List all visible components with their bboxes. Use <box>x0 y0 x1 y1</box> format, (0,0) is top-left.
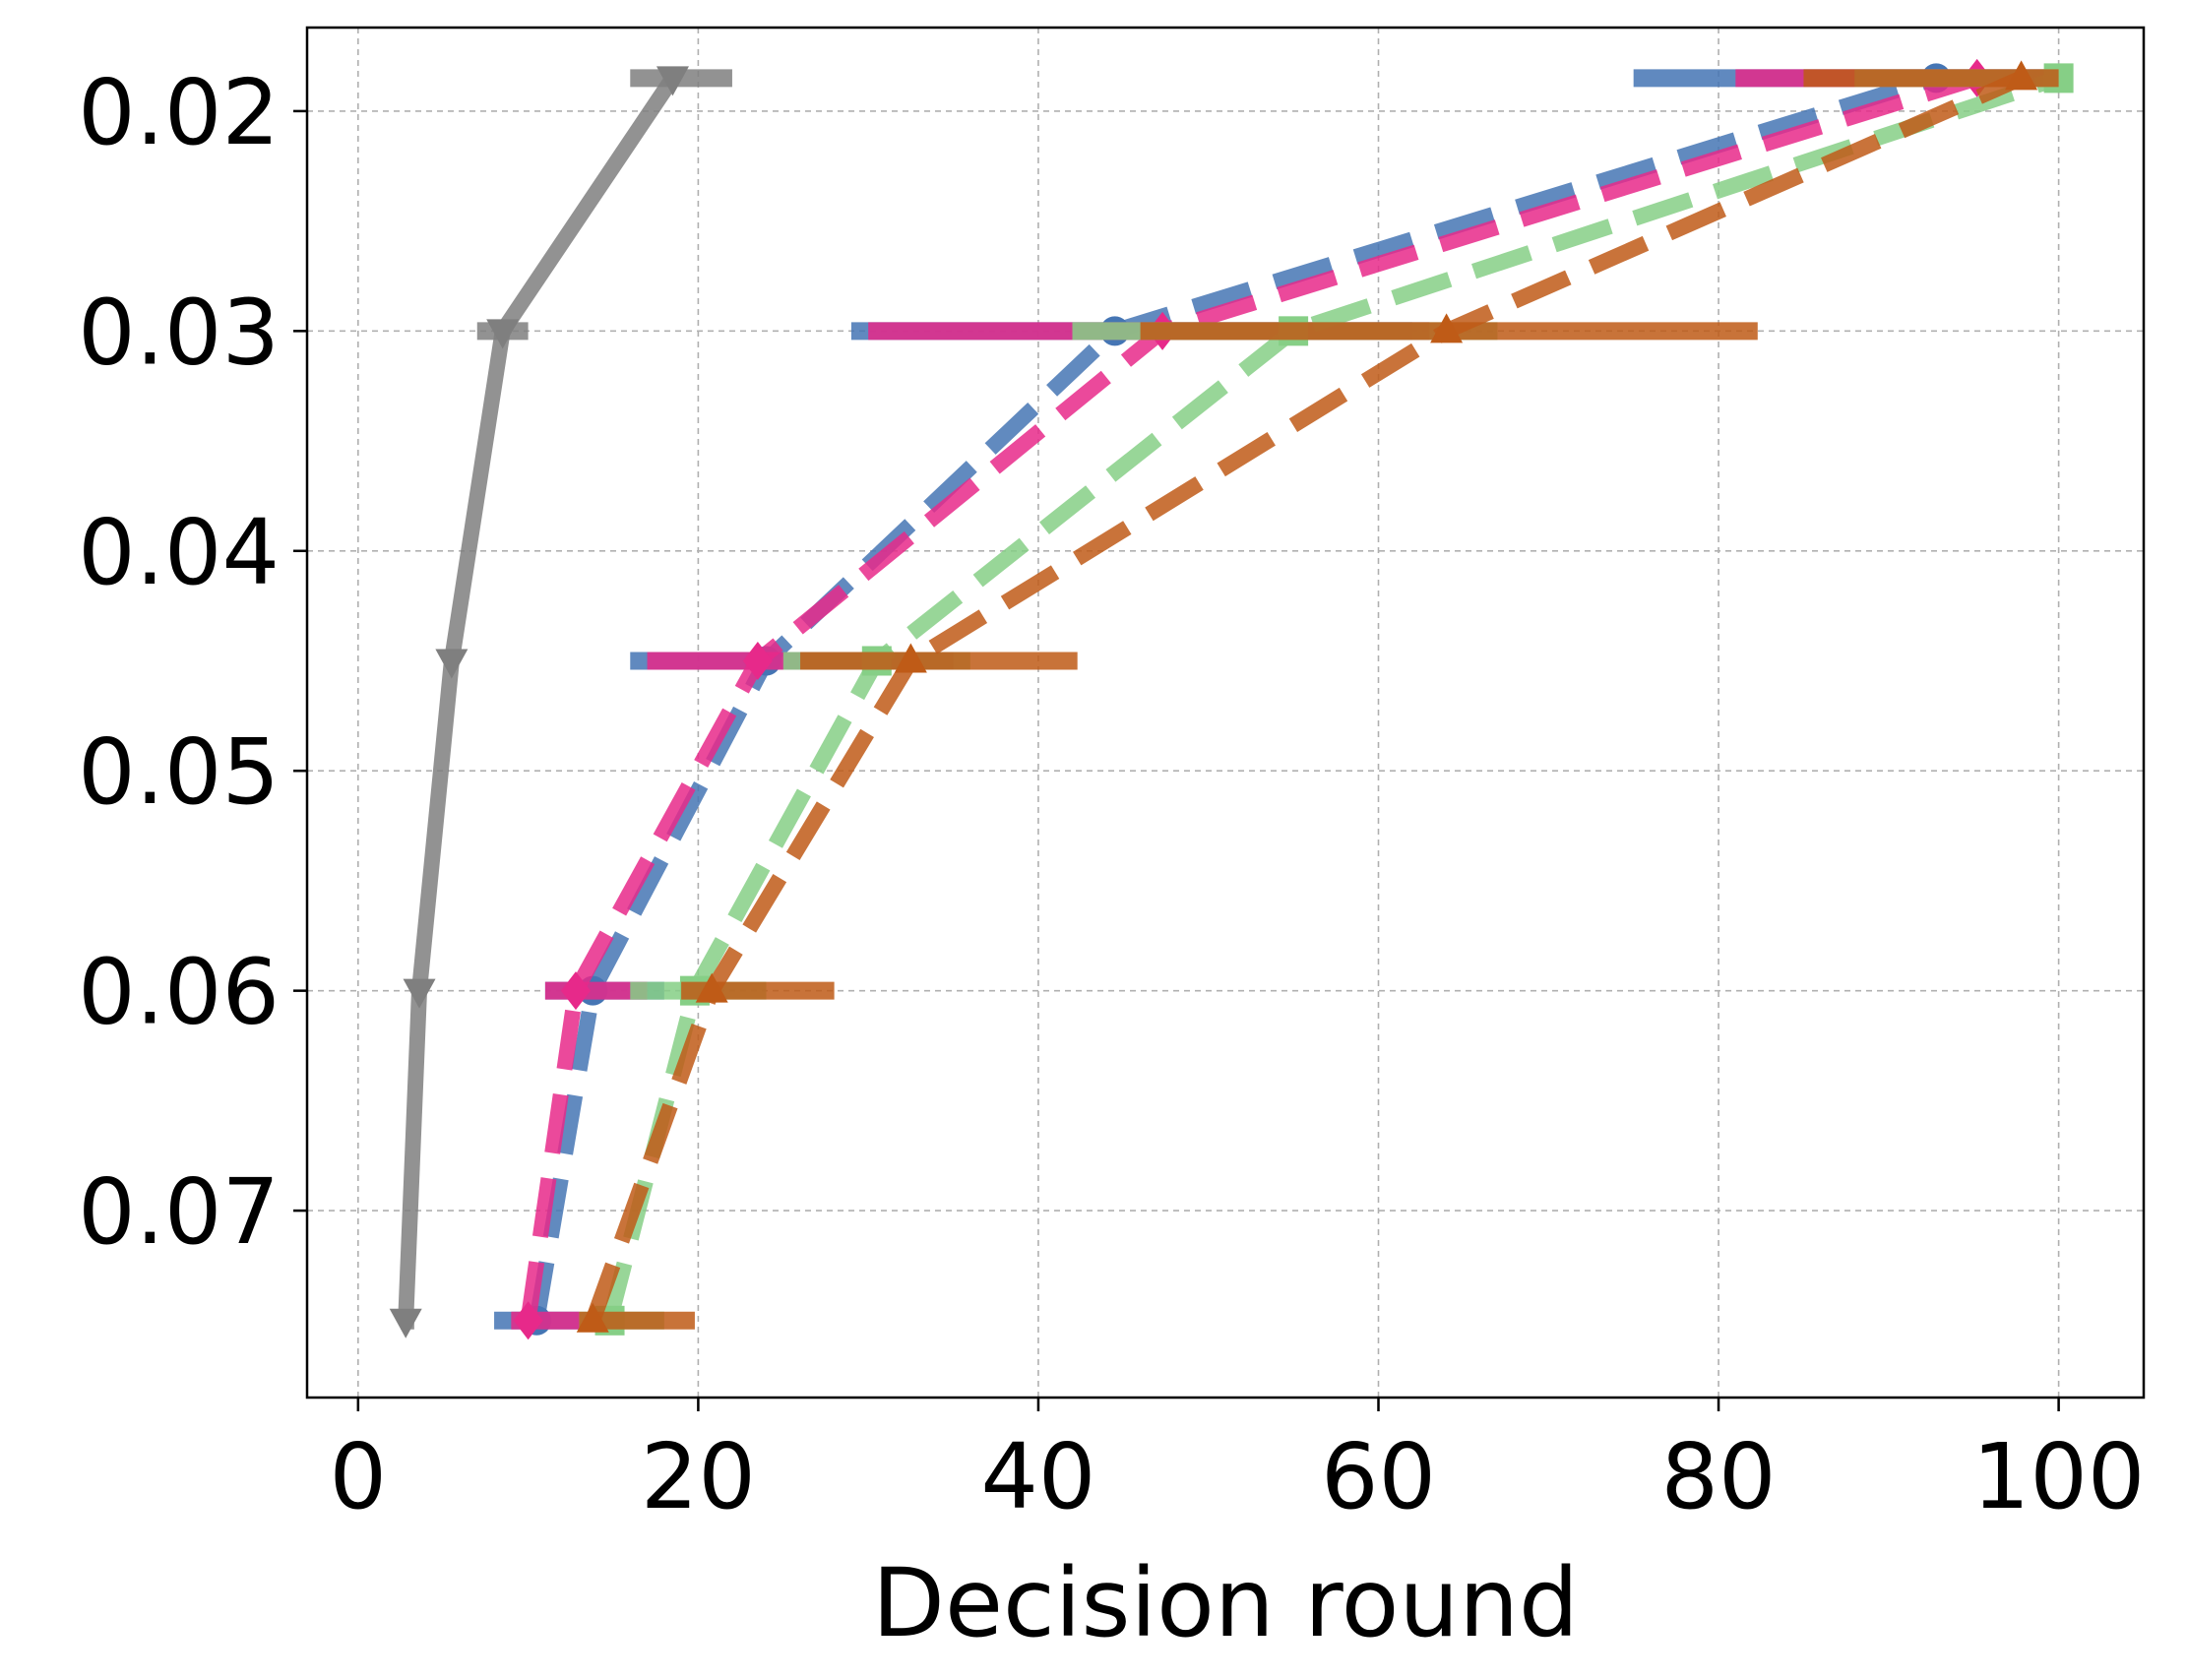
y-axis-ticks: 0.02 0.03 0.04 0.05 0.06 0.07 <box>78 60 307 1265</box>
marker-0-1 <box>403 978 436 1009</box>
marker-0-3 <box>486 319 520 349</box>
y-tick-label-3: 0.05 <box>78 719 280 825</box>
marker-2-2 <box>742 641 773 680</box>
x-axis-ticks: 0 20 40 60 80 100 <box>330 1398 2146 1529</box>
marker-2-0 <box>513 1301 543 1340</box>
y-tick-label-1: 0.03 <box>78 280 280 385</box>
x-axis-label: Decision round <box>872 1548 1579 1658</box>
marker-0-4 <box>656 66 689 96</box>
plot-frame <box>305 26 2146 1400</box>
x-tick-label-5: 100 <box>1972 1424 2146 1529</box>
x-tick-label-0: 0 <box>330 1424 388 1529</box>
marker-4-3 <box>1430 313 1464 343</box>
x-tick-label-3: 60 <box>1321 1424 1436 1529</box>
y-tick-label-4: 0.06 <box>78 940 280 1045</box>
marker-4-0 <box>576 1302 609 1333</box>
marker-4-2 <box>894 643 927 673</box>
y-tick-label-2: 0.04 <box>78 500 280 605</box>
marker-4-1 <box>695 972 728 1003</box>
series-0 <box>389 66 732 1338</box>
y-tick-label-0: 0.02 <box>78 60 280 165</box>
marker-0-2 <box>435 649 469 679</box>
marker-4-4 <box>2005 60 2038 91</box>
series-4 <box>576 60 2059 1333</box>
x-tick-label-1: 20 <box>641 1424 756 1529</box>
x-tick-label-2: 40 <box>980 1424 1095 1529</box>
series-layer <box>389 58 2074 1340</box>
marker-2-1 <box>560 971 591 1011</box>
y-tick-label-5: 0.07 <box>78 1159 280 1265</box>
marker-0-0 <box>389 1308 422 1338</box>
x-tick-label-4: 80 <box>1661 1424 1777 1529</box>
